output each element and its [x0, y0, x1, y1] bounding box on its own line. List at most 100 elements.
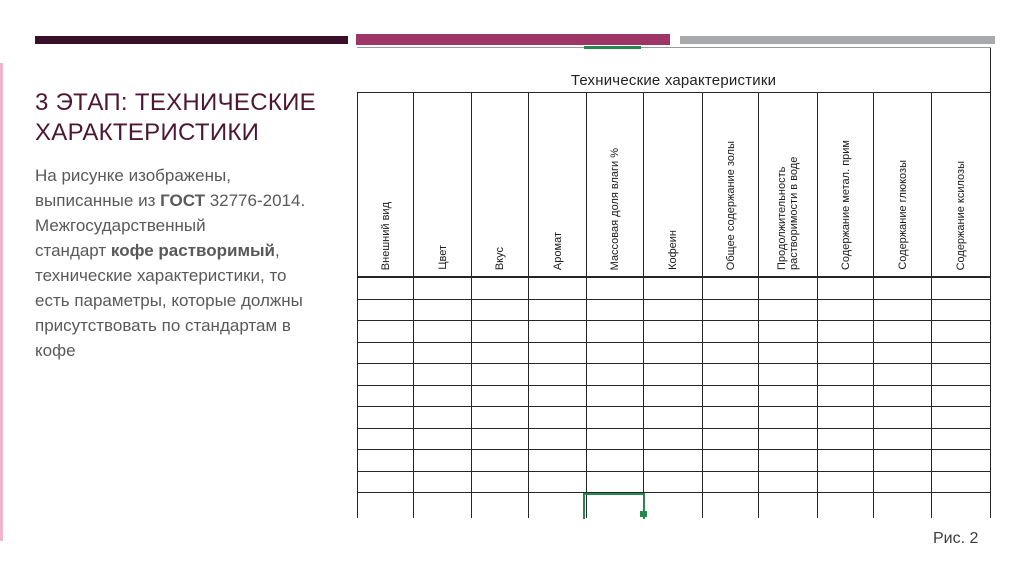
table-cell: [818, 385, 874, 406]
table-row: [358, 471, 990, 493]
table-cell: [414, 407, 472, 428]
table-row: [358, 364, 990, 386]
table-cell: [703, 364, 759, 385]
table-cell: [932, 343, 990, 364]
table-row: [358, 407, 990, 429]
table-cell: [414, 385, 472, 406]
table-cell: [587, 342, 644, 363]
table-cell: [358, 385, 414, 406]
table-cell: [644, 428, 703, 449]
table-cell: [818, 321, 874, 342]
table-cell: [759, 493, 818, 518]
column-header-rastvorimost: Продолжительность растворимости в воде: [759, 93, 818, 276]
table-cell: [587, 278, 644, 299]
table-cell: [932, 300, 990, 321]
table-cell: [644, 342, 703, 363]
table-row: [358, 450, 990, 472]
table-cell: [874, 450, 932, 471]
column-header-aromat: Аромат: [529, 93, 587, 276]
table-cell: [874, 471, 932, 492]
table-cell: [358, 493, 414, 518]
left-accent-strip: [0, 63, 3, 541]
table-cell: [759, 450, 818, 471]
table-cell: [759, 385, 818, 406]
table-cell: [472, 342, 529, 363]
table-cell: [703, 321, 759, 342]
table-cell: [472, 428, 529, 449]
table-cell: [703, 493, 759, 518]
column-header-vneshniy-vid: Внешний вид: [358, 93, 414, 276]
table-cell: [759, 364, 818, 385]
table-cell: [587, 299, 644, 320]
table-cell: [644, 407, 703, 428]
table-cell: [874, 428, 932, 449]
table-cell: [874, 321, 932, 342]
table-cell: [703, 385, 759, 406]
table-cell: [644, 471, 703, 492]
table-row: [358, 342, 990, 364]
table-cell: [358, 278, 414, 299]
characteristics-table-image: Технические характеристики Внешний вид Ц…: [357, 46, 991, 519]
table-cell: [472, 364, 529, 385]
column-header-kofein: Кофеин: [644, 93, 703, 276]
table-cell: [874, 407, 932, 428]
table-cell: [529, 321, 587, 342]
table-cell: [472, 321, 529, 342]
column-header-vkus: Вкус: [472, 93, 529, 276]
table-cell: [472, 407, 529, 428]
table-row: [358, 299, 990, 321]
table-cell: [932, 450, 990, 471]
table-cell: [874, 342, 932, 363]
table-row: [358, 493, 990, 518]
table-cell: [358, 342, 414, 363]
table-cell: [759, 321, 818, 342]
excel-fill-handle: [640, 511, 647, 517]
table-cell: [358, 364, 414, 385]
table-cell: [703, 342, 759, 363]
table-cell: [703, 450, 759, 471]
table-cell: [587, 428, 644, 449]
table-cell: [874, 385, 932, 406]
table-cell: [414, 428, 472, 449]
table-cell: [587, 364, 644, 385]
table-cell: [818, 278, 874, 299]
table-cell: [472, 385, 529, 406]
table-cell: [759, 278, 818, 299]
table-cell: [703, 299, 759, 320]
excel-selected-cell: [583, 493, 645, 519]
table-cell: [759, 471, 818, 492]
slide-title: 3 ЭТАП: ТЕХНИЧЕСКИЕ ХАРАКТЕРИСТИКИ: [35, 89, 316, 147]
table-cell: [358, 407, 414, 428]
table-cell: [587, 321, 644, 342]
table-cell: [414, 493, 472, 518]
table-cell: [932, 407, 990, 428]
table-cell: [587, 471, 644, 492]
column-header-soderzhanie-zoly: Общее содержание золы: [703, 93, 759, 276]
table-cell: [358, 321, 414, 342]
table-cell: [472, 471, 529, 492]
table-cell: [529, 342, 587, 363]
column-header-massovaya-dolya-vlagi: Массовая доля влаги %: [587, 93, 644, 276]
table-cell: [529, 407, 587, 428]
table-cell: [472, 299, 529, 320]
table-row: [358, 321, 990, 343]
table-cell: [818, 493, 874, 518]
table-cell: [529, 385, 587, 406]
table-row: [358, 428, 990, 450]
table-cell: [644, 493, 703, 518]
table-cell: [529, 428, 587, 449]
table-cell: [818, 428, 874, 449]
table-cell: [932, 364, 990, 385]
table-cell: [414, 299, 472, 320]
table-cell: [529, 493, 587, 518]
table-cell: [644, 299, 703, 320]
table-cell: [703, 407, 759, 428]
table-cell: [759, 428, 818, 449]
table-cell: [414, 471, 472, 492]
top-bar-magenta: [356, 34, 670, 45]
table-cell: [818, 342, 874, 363]
column-header-ksiloza: Содержание ксилозы: [955, 160, 967, 270]
table-row: [358, 278, 990, 300]
table-grid: Внешний вид Цвет Вкус Аромат Массовая до…: [357, 93, 991, 518]
